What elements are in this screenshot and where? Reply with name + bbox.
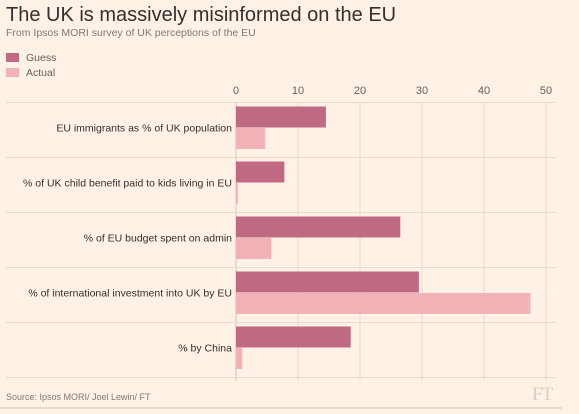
x-tick-label: 10 (292, 85, 304, 97)
bar-actual (236, 183, 238, 204)
legend-item-guess: Guess (6, 50, 56, 65)
source-note: Source: Ipsos MORI/ Joel Lewin/ FT (6, 392, 151, 402)
bottom-rule (0, 407, 562, 409)
category-label: % by China (178, 343, 232, 355)
legend-label-guess: Guess (26, 51, 57, 64)
bar-guess (236, 106, 326, 128)
legend-label-actual: Actual (26, 66, 56, 79)
bar-guess (236, 271, 419, 293)
chart-subtitle: From Ipsos MORI survey of UK perceptions… (6, 27, 256, 39)
x-tick-label: 50 (540, 85, 552, 97)
bar-actual (236, 128, 266, 149)
bar-actual (236, 348, 243, 369)
category-label: % of UK child benefit paid to kids livin… (23, 178, 232, 190)
category-label: % of international investment into UK by… (28, 288, 232, 300)
legend-swatch-actual (6, 68, 19, 77)
legend-swatch-guess (6, 53, 19, 62)
bar-actual (236, 293, 531, 314)
legend: Guess Actual (6, 50, 56, 80)
category-label: EU immigrants as % of UK population (56, 123, 232, 135)
legend-item-actual: Actual (6, 65, 56, 80)
bar-guess (236, 216, 401, 238)
bar-guess (236, 161, 285, 183)
x-tick-label: 30 (416, 85, 428, 97)
chart-title: The UK is massively misinformed on the E… (6, 4, 397, 26)
bar-guess (236, 326, 351, 348)
ft-logo: FT (532, 384, 553, 405)
x-tick-label: 20 (354, 85, 366, 97)
x-tick-label: 40 (478, 85, 490, 97)
x-tick-label: 0 (233, 85, 239, 97)
category-label: % of EU budget spent on admin (84, 233, 232, 245)
bar-actual (236, 238, 272, 259)
